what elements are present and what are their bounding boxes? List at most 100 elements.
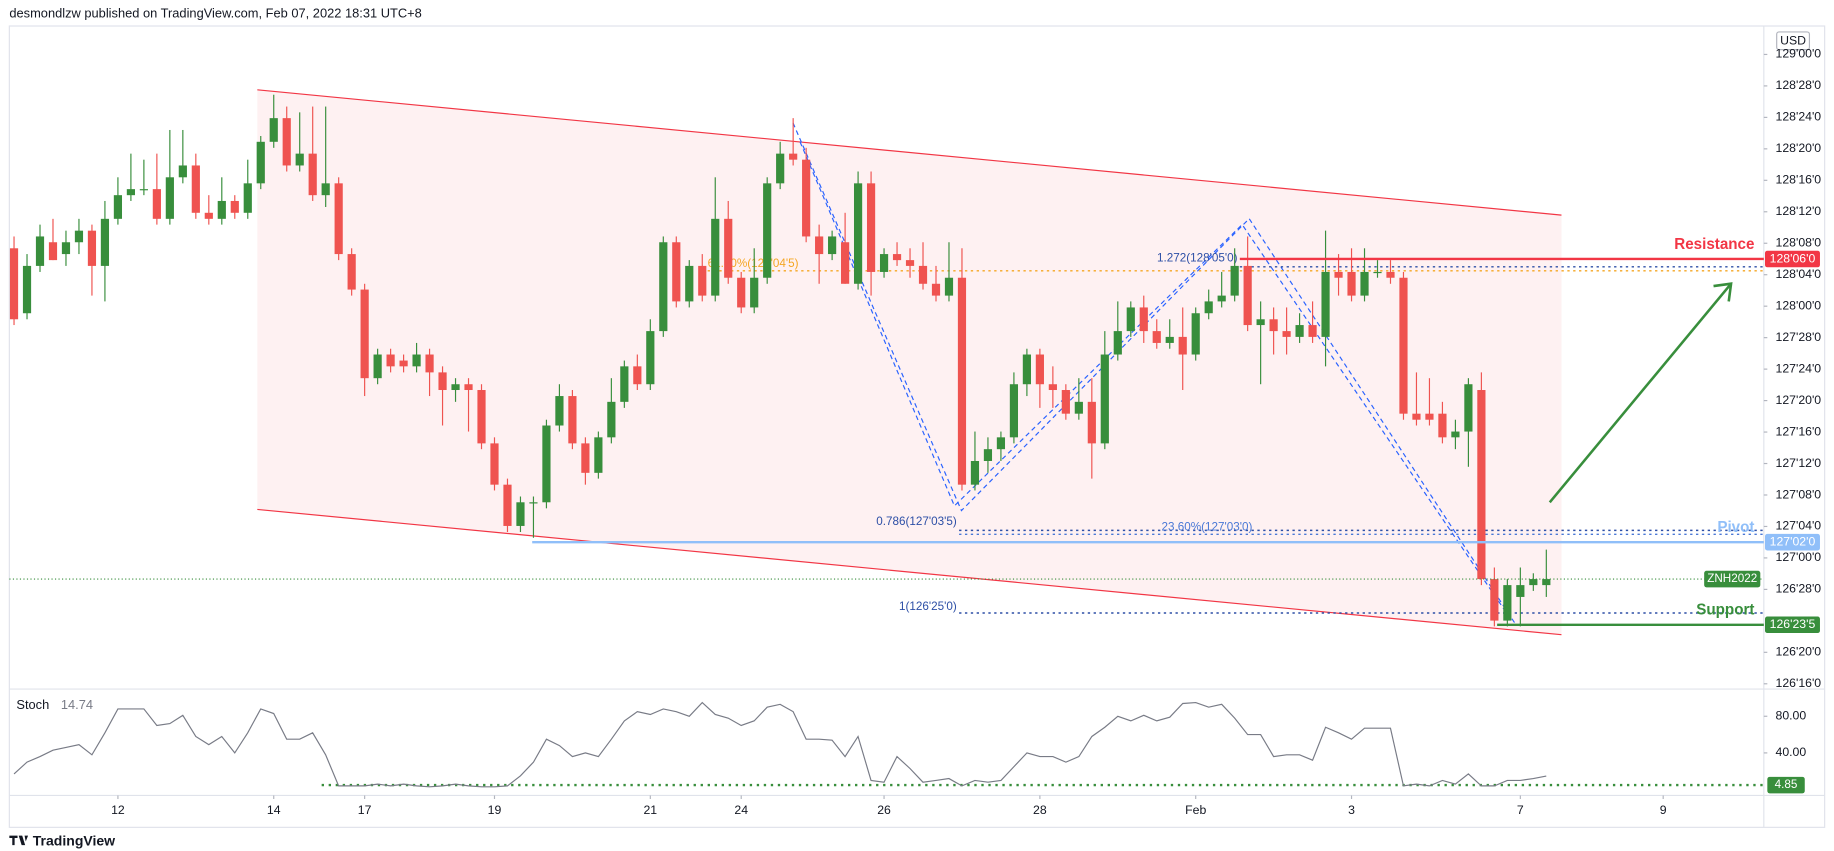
channel-fill	[257, 89, 1562, 635]
brand-logo	[9, 835, 29, 846]
candle-body	[1035, 354, 1044, 385]
channel-upper	[257, 89, 1562, 216]
candle-body	[1529, 579, 1538, 586]
fib-label: 0.786(127'03'5)	[876, 515, 957, 528]
candle-body	[1516, 585, 1525, 597]
x-tick-label: 17	[358, 803, 372, 817]
candle-body	[957, 277, 967, 485]
candle-body	[9, 248, 19, 320]
candle-body	[672, 242, 681, 302]
candle-body	[243, 183, 252, 213]
candle-body	[659, 242, 668, 332]
candle-body	[866, 183, 876, 272]
fib-label: 23.60%(127'03'0)	[1161, 520, 1252, 533]
candle-body	[516, 502, 525, 526]
candle-body	[633, 366, 642, 385]
y-tick-label: 126'20'0	[1776, 645, 1822, 659]
candle-body	[1503, 585, 1512, 621]
candle-body	[1464, 384, 1473, 432]
stoch-value: 14.74	[61, 697, 93, 712]
level-badge	[1764, 616, 1820, 634]
candle-body	[841, 242, 850, 284]
candle-body	[1061, 390, 1070, 414]
candle-body	[1477, 390, 1486, 580]
candle-body	[802, 159, 811, 237]
candle-body	[737, 277, 746, 308]
candle-body	[763, 183, 772, 278]
candle-body	[944, 277, 954, 296]
y-tick-label: 127'00'0	[1776, 550, 1822, 564]
candle-body	[1542, 579, 1551, 586]
candle-body	[269, 118, 278, 142]
candle-body	[789, 153, 798, 160]
candle-body	[1204, 301, 1213, 314]
y-tick-label: 127'16'0	[1776, 424, 1822, 438]
x-tick-label: 14	[267, 803, 281, 817]
candle-body	[1360, 271, 1369, 296]
candle-body	[334, 183, 343, 255]
candle-body	[828, 236, 837, 255]
candle-body	[685, 265, 694, 302]
fib-label: 61.80%(128'04'5)	[708, 257, 799, 270]
publish-header: desmondlzw published on TradingView.com,…	[9, 6, 421, 21]
y-tick-label: 128'08'0	[1776, 235, 1822, 249]
candle-body	[282, 118, 291, 166]
y-tick-label: 128'28'0	[1776, 78, 1822, 92]
y-tick-label: 128'00'0	[1776, 298, 1822, 312]
candle-body	[100, 218, 110, 266]
candle-body	[1347, 271, 1356, 296]
candle-body	[191, 165, 200, 213]
candle-body	[1074, 401, 1083, 414]
fib-label: 1.272(128'05'0)	[1157, 252, 1238, 265]
candle-body	[386, 354, 395, 367]
candle-body	[35, 236, 45, 266]
candle-body	[152, 189, 161, 219]
fib-label: 1(126'25'0)	[899, 600, 957, 613]
candle-body	[1334, 271, 1343, 278]
y-tick-label: 128'24'0	[1776, 110, 1822, 124]
candle-body	[1022, 354, 1031, 385]
candle-body	[165, 177, 174, 219]
candle-body	[347, 254, 356, 290]
level-name: Pivot	[1717, 519, 1754, 536]
candle-body	[1386, 271, 1395, 278]
y-tick-label: 128'20'0	[1776, 141, 1822, 155]
candle-body	[892, 254, 902, 261]
candle-body	[412, 354, 421, 367]
candle-body	[1100, 354, 1109, 444]
candle-body	[464, 384, 473, 391]
candle-body	[983, 449, 993, 462]
level-badge	[1764, 250, 1820, 268]
stoch-y-tick-label: 40.00	[1776, 745, 1807, 759]
candle-body	[1412, 413, 1421, 420]
candle-body	[1165, 336, 1174, 343]
candle-body	[529, 502, 538, 504]
candle-body	[815, 236, 824, 255]
y-tick-label: 129'00'0	[1776, 47, 1822, 61]
candle-body	[568, 396, 577, 444]
candle-body	[399, 360, 408, 367]
candle-body	[905, 260, 915, 266]
candle-body	[1243, 265, 1252, 326]
candle-body	[970, 461, 980, 485]
x-tick-label: Feb	[1185, 803, 1206, 817]
x-tick-label: 28	[1033, 803, 1047, 817]
candle-body	[1451, 431, 1460, 438]
candle-body	[1191, 313, 1200, 355]
candle-body	[1438, 413, 1447, 438]
candle-body	[594, 437, 603, 473]
candle-body	[204, 212, 213, 219]
y-tick-label: 127'08'0	[1776, 487, 1822, 501]
candle-body	[1152, 331, 1161, 343]
candle-body	[425, 354, 434, 373]
x-tick-label: 3	[1348, 803, 1355, 817]
level-name: Resistance	[1674, 236, 1754, 253]
candle-body	[490, 443, 499, 485]
y-tick-label: 127'04'0	[1776, 519, 1822, 533]
y-tick-label: 128'04'0	[1776, 267, 1822, 281]
candle-body	[750, 277, 759, 308]
candle-body	[853, 183, 863, 284]
candle-body	[321, 183, 330, 196]
candle-body	[87, 230, 97, 266]
